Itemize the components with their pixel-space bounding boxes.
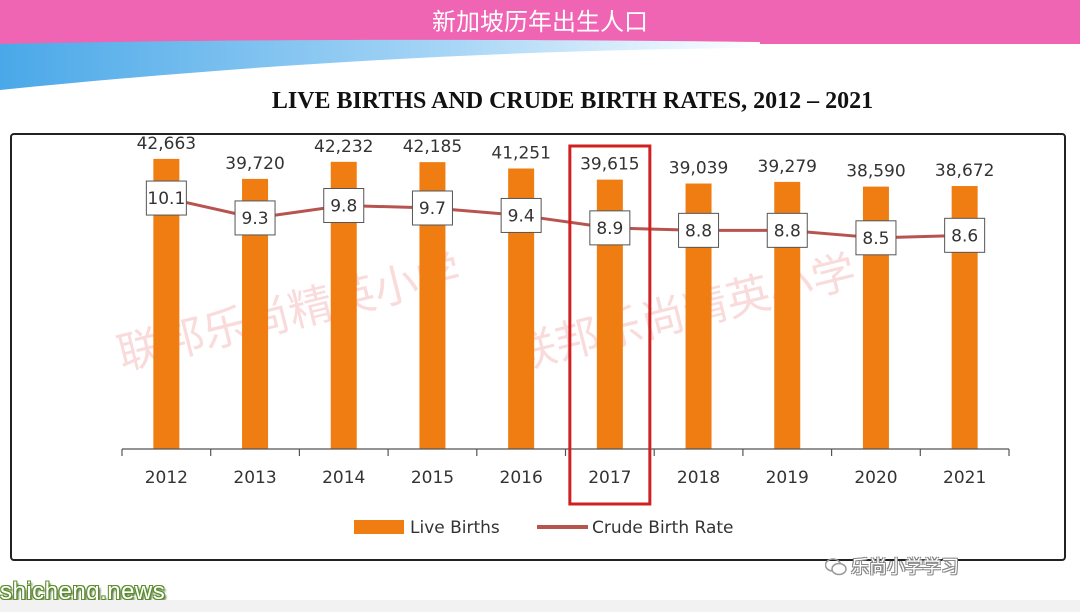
x-tick-label: 2014 — [322, 468, 365, 488]
bar-value-label: 42,232 — [314, 137, 373, 157]
x-tick-label: 2016 — [500, 468, 543, 488]
x-tick-label: 2017 — [588, 468, 631, 488]
title-banner — [0, 0, 1080, 44]
rate-label-box — [323, 188, 365, 224]
rate-value-label: 8.6 — [951, 226, 978, 246]
legend-label-crude-birth-rate: Crude Birth Rate — [592, 518, 734, 538]
rate-value-label: 9.7 — [419, 199, 446, 219]
legend-swatch-live-births — [354, 520, 404, 534]
rate-label-box — [855, 220, 897, 256]
rate-label-box — [678, 212, 720, 248]
rate-value-label: 9.3 — [242, 209, 269, 229]
rate-label-box — [766, 212, 808, 248]
x-tick-label: 2013 — [233, 468, 276, 488]
chart-frame: 联邦乐尚精英小学 联邦乐尚精英小学 42,663 39,720 42,232 42,185… — [10, 133, 1066, 561]
rate-value-label: 8.8 — [685, 221, 712, 241]
rate-label-box — [589, 210, 631, 246]
banner-title: 新加坡历年出生人口 — [432, 8, 648, 36]
bottom-strip — [0, 600, 1080, 612]
wechat-tag: 乐尚小学学习 — [825, 553, 959, 579]
bar-value-label: 39,720 — [225, 154, 284, 174]
rate-label-box — [145, 180, 187, 216]
legend-label-live-births: Live Births — [410, 518, 500, 538]
rate-label-box — [411, 190, 453, 226]
rate-value-label: 9.4 — [508, 206, 535, 226]
banner-swoosh — [0, 39, 760, 90]
rate-value-label: 8.9 — [596, 219, 623, 239]
chart-title: LIVE BIRTHS AND CRUDE BIRTH RATES, 2012 … — [271, 88, 874, 114]
rate-label-box — [500, 197, 542, 233]
x-tick-label: 2021 — [943, 468, 986, 488]
bar-value-label: 38,590 — [846, 162, 905, 182]
bar-value-label: 42,663 — [137, 135, 196, 154]
rate-value-label: 8.5 — [862, 229, 889, 249]
rate-label-box — [944, 217, 986, 253]
bar-value-label: 39,615 — [580, 155, 639, 175]
x-tick-label: 2012 — [145, 468, 188, 488]
bar-value-label: 38,672 — [935, 161, 994, 181]
rate-label-box — [234, 200, 276, 236]
x-tick-label: 2019 — [766, 468, 809, 488]
x-tick-label: 2018 — [677, 468, 720, 488]
bar-value-label: 39,039 — [669, 159, 728, 179]
watermark-text: 联邦乐尚精英小学 — [507, 246, 861, 381]
highlight-box-2017 — [568, 144, 652, 506]
x-tick-label: 2015 — [411, 468, 454, 488]
bar-value-label: 42,185 — [403, 137, 462, 157]
rate-value-label: 10.1 — [147, 189, 185, 209]
x-tick-label: 2020 — [854, 468, 897, 488]
bar-value-label: 39,279 — [758, 157, 817, 177]
wechat-icon — [825, 558, 847, 576]
wechat-account: 乐尚小学学习 — [851, 557, 959, 578]
rate-value-label: 8.8 — [774, 221, 801, 241]
line-crude-birth-rate — [166, 196, 965, 240]
bar-value-label: 41,251 — [491, 143, 550, 163]
rate-value-label: 9.8 — [330, 197, 357, 217]
